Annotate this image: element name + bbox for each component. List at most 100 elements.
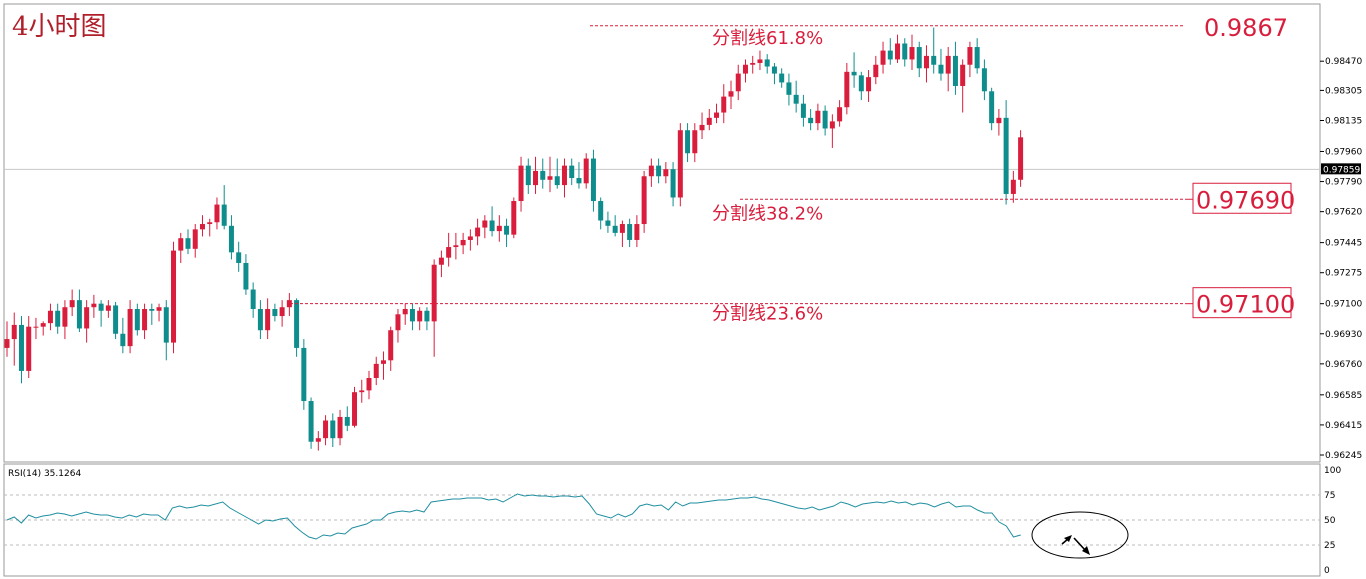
candle: [294, 298, 300, 357]
candle: [858, 71, 864, 101]
candle: [156, 303, 162, 322]
candle: [359, 379, 365, 403]
rsi-label: RSI(14) 35.1264: [8, 469, 81, 479]
candle: [76, 289, 82, 332]
candle: [525, 158, 531, 194]
candle: [960, 59, 966, 113]
candle: [518, 156, 524, 212]
candle: [945, 47, 951, 92]
current-price-badge: 0.97859: [1321, 163, 1361, 175]
candle: [62, 300, 68, 340]
candle: [793, 80, 799, 113]
candle: [272, 303, 278, 322]
candle: [815, 103, 821, 131]
candle: [424, 307, 430, 331]
candle: [250, 282, 256, 318]
candle: [467, 229, 473, 251]
candle: [750, 55, 756, 74]
up-arrow-icon: [1061, 535, 1072, 545]
candle: [692, 123, 698, 163]
candle: [619, 220, 625, 248]
price-tick-label: 0.97445: [1325, 239, 1362, 249]
candle: [199, 215, 205, 237]
candle: [380, 351, 386, 380]
candle: [40, 321, 46, 336]
candle: [409, 303, 415, 331]
candle: [207, 218, 213, 237]
candle: [120, 317, 126, 354]
candle: [728, 80, 734, 109]
candle: [931, 27, 937, 74]
candle: [98, 300, 104, 327]
candle: [352, 386, 358, 428]
fib-level-value: 0.9867: [1204, 14, 1288, 42]
fib-level-box: [1192, 182, 1292, 214]
candle: [228, 215, 234, 260]
candle: [742, 59, 748, 83]
candle: [851, 52, 857, 88]
candle: [533, 156, 539, 194]
candle: [540, 158, 546, 189]
fib-label: 分割线61.8%: [712, 28, 823, 49]
candle: [887, 38, 893, 65]
price-tick-label: 0.96245: [1325, 451, 1362, 461]
candle: [395, 308, 401, 343]
rsi-tick-label: 100: [1324, 466, 1341, 476]
candle: [308, 397, 314, 449]
price-tick-label: 0.97790: [1325, 178, 1362, 188]
rsi-plot-frame: [3, 463, 1321, 577]
candle: [569, 158, 575, 186]
candle: [895, 34, 901, 63]
price-tick-label: 0.96415: [1325, 421, 1362, 431]
candle: [127, 300, 133, 354]
candle: [952, 41, 958, 95]
fib-level-value: 0.97100: [1196, 291, 1295, 319]
candle: [301, 339, 307, 410]
candle: [91, 294, 97, 318]
candle: [829, 114, 835, 148]
candle: [373, 356, 379, 386]
candle: [677, 123, 683, 207]
candle: [388, 326, 394, 371]
candle: [504, 218, 510, 248]
candle: [221, 185, 227, 230]
candle: [366, 370, 372, 400]
candle: [627, 218, 633, 248]
current-price-label: 0.97859: [1323, 165, 1360, 175]
candle: [641, 170, 647, 233]
candle: [214, 197, 220, 230]
candle: [55, 303, 61, 334]
candle: [902, 38, 908, 67]
candle: [561, 158, 567, 198]
candle: [989, 87, 995, 131]
fib-label: 分割线38.2%: [712, 203, 823, 224]
candle: [402, 303, 408, 325]
candle: [286, 293, 292, 317]
candle: [315, 431, 321, 451]
candle: [26, 316, 32, 379]
price-tick-label: 0.96930: [1325, 330, 1362, 340]
price-tick-label: 0.98135: [1325, 116, 1362, 126]
candle: [808, 108, 814, 131]
candle: [634, 215, 640, 248]
candle: [171, 241, 177, 354]
candle: [757, 50, 763, 71]
candle: [496, 215, 502, 242]
candle: [1010, 170, 1016, 203]
candle: [105, 300, 111, 318]
candle: [192, 224, 198, 258]
candle: [583, 153, 589, 189]
candle: [84, 300, 90, 343]
candle: [866, 70, 872, 102]
candle: [800, 94, 806, 127]
candle: [323, 415, 329, 446]
candle: [243, 254, 249, 295]
candle: [279, 300, 285, 327]
candle: [489, 206, 495, 237]
candle: [482, 215, 488, 239]
candle: [699, 112, 705, 140]
candle: [475, 218, 481, 246]
candle: [1003, 100, 1009, 205]
candle: [735, 64, 741, 101]
candle: [337, 409, 343, 446]
